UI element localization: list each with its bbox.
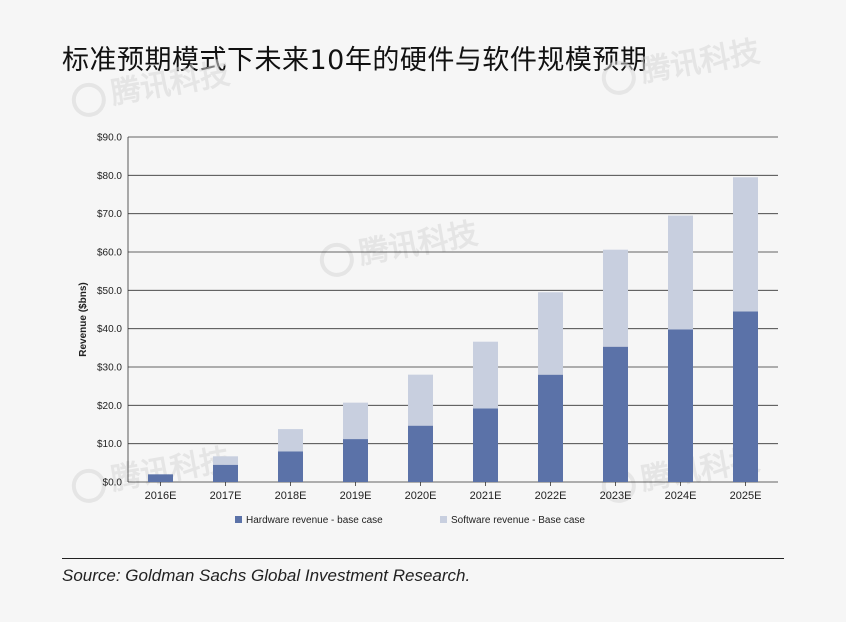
y-tick-label: $30.0 — [97, 363, 122, 374]
software-bar-2020E — [408, 374, 433, 426]
software-bar-2019E — [343, 402, 368, 440]
x-tick-label: 2017E — [210, 490, 242, 502]
source-note: Source: Goldman Sachs Global Investment … — [62, 566, 471, 585]
software-bar-2018E — [278, 429, 303, 452]
hardware-bar-2022E — [538, 374, 563, 482]
y-tick-label: $70.0 — [97, 209, 122, 220]
x-tick-label: 2024E — [665, 490, 697, 502]
y-tick-label: $20.0 — [97, 401, 122, 412]
legend-software-label: Software revenue - Base case — [451, 515, 585, 526]
x-tick-label: 2023E — [600, 490, 632, 502]
page-title: 标准预期模式下未来10年的硬件与软件规模预期 — [62, 45, 648, 76]
software-bar-2021E — [473, 341, 498, 409]
y-axis-label: Revenue ($bns) — [78, 282, 89, 356]
hardware-bar-2024E — [668, 329, 693, 482]
hardware-bar-2017E — [213, 464, 238, 482]
hardware-bar-2025E — [733, 311, 758, 482]
hardware-bar-2020E — [408, 425, 433, 482]
software-bar-2017E — [213, 456, 238, 465]
y-tick-label: $90.0 — [97, 133, 122, 144]
legend-software-swatch — [440, 516, 447, 523]
y-tick-label: $10.0 — [97, 439, 122, 450]
x-tick-label: 2022E — [535, 490, 567, 502]
y-tick-label: $60.0 — [97, 248, 122, 259]
software-bar-2022E — [538, 292, 563, 375]
x-tick-label: 2020E — [405, 490, 437, 502]
hardware-bar-2019E — [343, 439, 368, 482]
hardware-bar-2016E — [148, 474, 173, 482]
y-tick-label: $80.0 — [97, 171, 122, 182]
hardware-bar-2021E — [473, 408, 498, 482]
hardware-bar-2023E — [603, 346, 628, 482]
x-tick-label: 2016E — [145, 490, 177, 502]
legend-hardware-label: Hardware revenue - base case — [246, 515, 383, 526]
hardware-bar-2018E — [278, 451, 303, 482]
legend-hardware-swatch — [235, 516, 242, 523]
y-tick-label: $40.0 — [97, 324, 122, 335]
software-bar-2023E — [603, 249, 628, 347]
x-tick-label: 2021E — [470, 490, 502, 502]
x-tick-label: 2018E — [275, 490, 307, 502]
software-bar-2025E — [733, 177, 758, 312]
x-tick-label: 2025E — [730, 490, 762, 502]
software-bar-2024E — [668, 215, 693, 330]
y-tick-label: $0.0 — [103, 478, 123, 489]
y-tick-label: $50.0 — [97, 286, 122, 297]
x-tick-label: 2019E — [340, 490, 372, 502]
source-divider — [62, 558, 784, 559]
